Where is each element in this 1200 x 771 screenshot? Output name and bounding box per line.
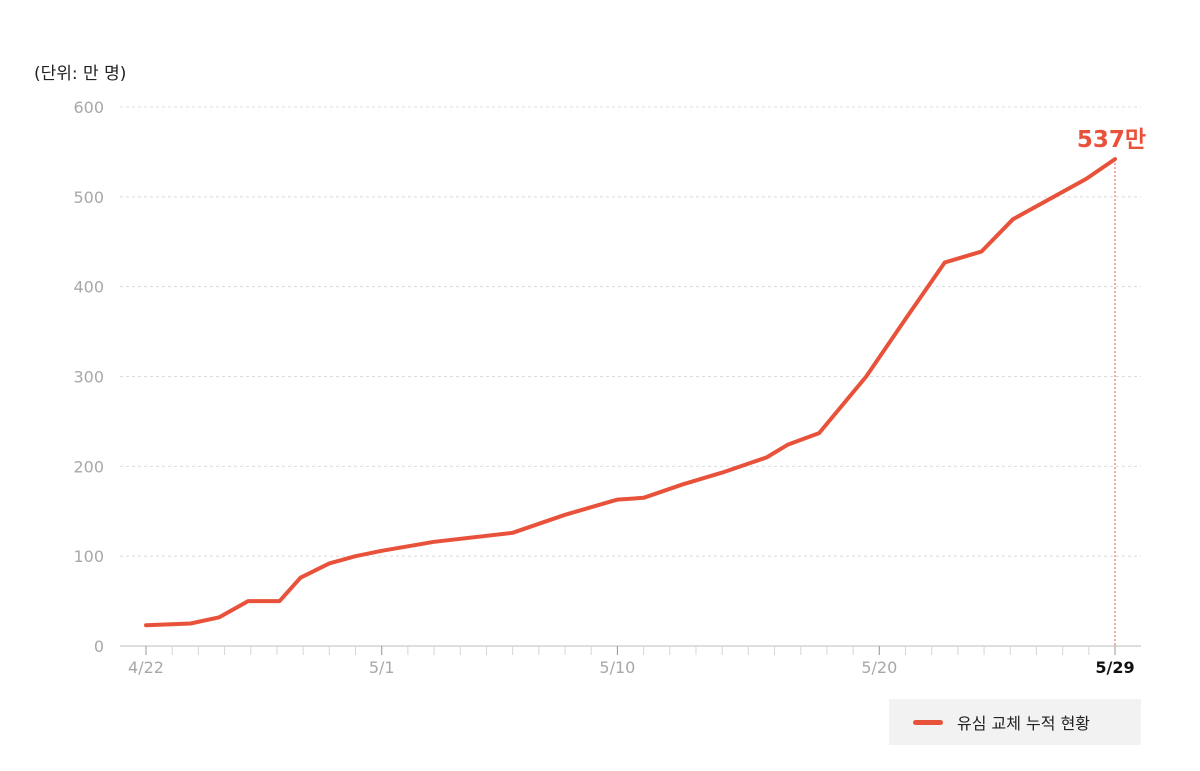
x-tick-label: 5/29 [1095,658,1134,677]
end-value-label: 537만 [1077,127,1146,153]
legend-swatch [913,719,943,725]
x-tick-label: 5/10 [599,658,635,677]
legend: 유심 교체 누적 현황 [889,699,1141,745]
x-tick-label: 5/20 [861,658,897,677]
x-tick-label: 5/1 [369,658,395,677]
y-tick-label: 0 [94,637,104,656]
y-tick-label: 100 [73,547,104,566]
y-tick-label: 400 [73,278,104,297]
legend-label: 유심 교체 누적 현황 [957,714,1091,733]
x-tick-label: 4/22 [128,658,164,677]
unit-label: (단위: 만 명) [34,64,127,84]
series-line [144,157,1117,628]
y-tick-label: 600 [73,98,104,117]
y-tick-label: 300 [73,368,104,387]
y-tick-label: 200 [73,457,104,476]
y-tick-label: 500 [73,188,104,207]
